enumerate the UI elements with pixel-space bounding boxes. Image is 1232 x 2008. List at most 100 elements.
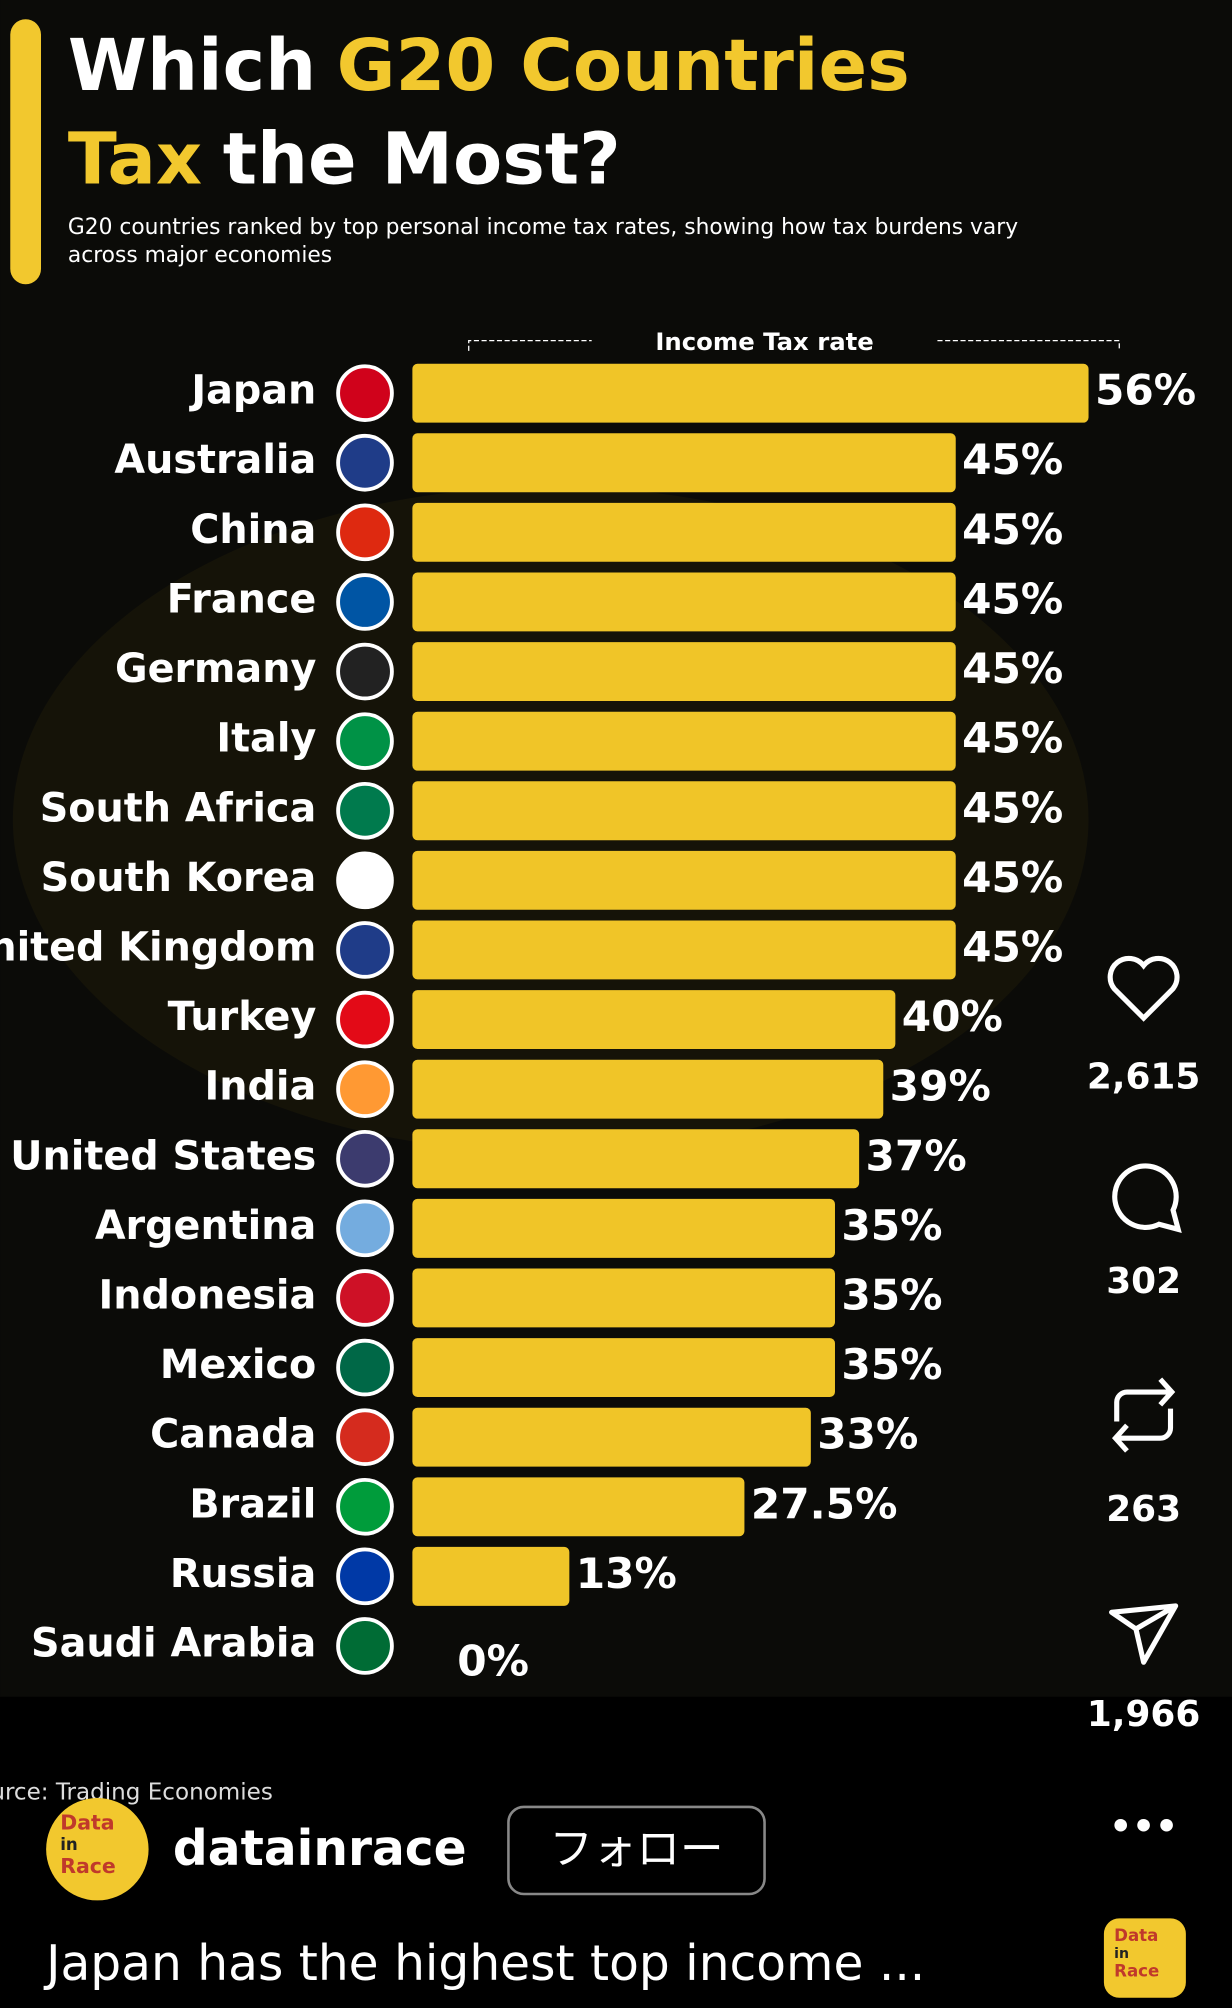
bar <box>412 711 956 771</box>
value-label: 56% <box>1095 366 1196 415</box>
title-part: Which <box>68 23 316 107</box>
bar <box>412 363 1089 423</box>
subtitle: across major economies <box>68 243 332 268</box>
repost-icon[interactable] <box>1111 1377 1176 1453</box>
avatar[interactable] <box>46 1797 149 1901</box>
bar <box>412 642 956 702</box>
title-part: G20 Countries <box>337 23 910 107</box>
value-label: 35% <box>841 1201 942 1250</box>
bar <box>412 920 956 980</box>
avatar-text: Race <box>60 1854 116 1878</box>
share-icon[interactable] <box>1109 1603 1179 1665</box>
bar <box>412 1338 835 1398</box>
flag-icon <box>336 642 394 701</box>
category-label: United Kingdom <box>0 924 316 970</box>
category-label: Canada <box>150 1412 316 1458</box>
bar <box>412 990 896 1050</box>
comment-count: 302 <box>1106 1261 1181 1302</box>
flag-icon <box>336 781 394 840</box>
value-label: 45% <box>962 922 1063 971</box>
avatar-text: in <box>60 1835 78 1854</box>
value-label: 45% <box>962 505 1063 554</box>
audio-logo-text: in <box>1114 1946 1129 1962</box>
bars: Japan 56% Australia 45% China 45% France 45% Ger… <box>0 363 1196 1685</box>
share-count: 1,966 <box>1087 1694 1200 1735</box>
bar <box>412 502 956 562</box>
value-label: 39% <box>890 1062 991 1111</box>
category-label: United States <box>10 1133 316 1179</box>
category-label: India <box>205 1064 317 1110</box>
flag-icon <box>336 1408 394 1466</box>
bar <box>412 572 956 632</box>
value-label: 35% <box>841 1340 942 1389</box>
title: Which G20 Countries Tax the Most? <box>68 23 910 200</box>
value-label: 35% <box>841 1270 942 1319</box>
value-label: 45% <box>962 644 1063 693</box>
category-label: South Korea <box>41 855 317 901</box>
value-label: 45% <box>962 435 1063 484</box>
value-label: 0% <box>457 1636 529 1685</box>
value-label: 45% <box>962 853 1063 902</box>
axis-bracket <box>468 340 1120 351</box>
flag-icon <box>336 1199 394 1258</box>
follow-button[interactable] <box>507 1805 766 1896</box>
follow-label: フォロー <box>549 1825 723 1875</box>
value-label: 37% <box>866 1131 967 1180</box>
value-label: 13% <box>576 1549 677 1598</box>
flag-icon <box>336 990 394 1049</box>
source: Source: Trading Economies <box>0 1779 273 1805</box>
flag-icon <box>336 921 394 979</box>
bar <box>412 1198 835 1258</box>
flag-icon <box>336 503 394 562</box>
avatar-text: Data <box>60 1811 114 1835</box>
audio-logo-text: Race <box>1114 1962 1159 1981</box>
value-label: 45% <box>962 714 1063 763</box>
caption: Japan has the highest top income ... <box>43 1936 925 1992</box>
value-label: 45% <box>962 574 1063 623</box>
flag-icon <box>336 1477 394 1536</box>
category-label: Saudi Arabia <box>31 1620 316 1666</box>
bar <box>412 1407 811 1467</box>
more-icon[interactable]: ••• <box>1109 1807 1178 1848</box>
bar <box>412 1477 745 1537</box>
flag-icon <box>336 1338 394 1397</box>
value-label: 27.5% <box>751 1479 898 1528</box>
flag-icon <box>336 1129 394 1188</box>
category-label: South Africa <box>40 785 317 831</box>
value-label: 40% <box>902 992 1003 1041</box>
bar <box>412 1059 884 1119</box>
category-label: Russia <box>170 1551 316 1597</box>
flag-icon <box>336 851 394 910</box>
flag-icon <box>336 1547 394 1606</box>
bar <box>412 433 956 493</box>
like-count: 2,615 <box>1087 1056 1200 1097</box>
like-icon[interactable] <box>1107 955 1180 1022</box>
value-label: 33% <box>817 1410 918 1459</box>
comment-icon[interactable] <box>1112 1163 1182 1234</box>
repost-count: 263 <box>1106 1489 1181 1530</box>
category-label: France <box>167 576 317 622</box>
bar <box>412 1546 570 1606</box>
category-label: Indonesia <box>98 1272 316 1318</box>
flag-icon <box>336 712 394 770</box>
audio-logo[interactable] <box>1103 1918 1186 1998</box>
category-label: Germany <box>115 646 316 692</box>
category-label: Italy <box>216 716 316 762</box>
axis-label: Income Tax rate <box>655 327 873 356</box>
bar <box>412 1129 860 1189</box>
value-label: 45% <box>962 783 1063 832</box>
category-label: Argentina <box>95 1203 316 1249</box>
title-part: the Most? <box>223 116 621 200</box>
category-label: China <box>190 507 316 553</box>
category-label: Turkey <box>168 994 317 1040</box>
flag-icon <box>336 1269 394 1327</box>
bar <box>412 1268 835 1328</box>
title-stripe <box>10 19 42 285</box>
username[interactable]: datainrace <box>173 1821 467 1877</box>
flag-icon <box>336 433 394 492</box>
flag-icon <box>336 364 394 422</box>
flag-icon <box>336 1617 394 1675</box>
flag-icon <box>336 1060 394 1118</box>
